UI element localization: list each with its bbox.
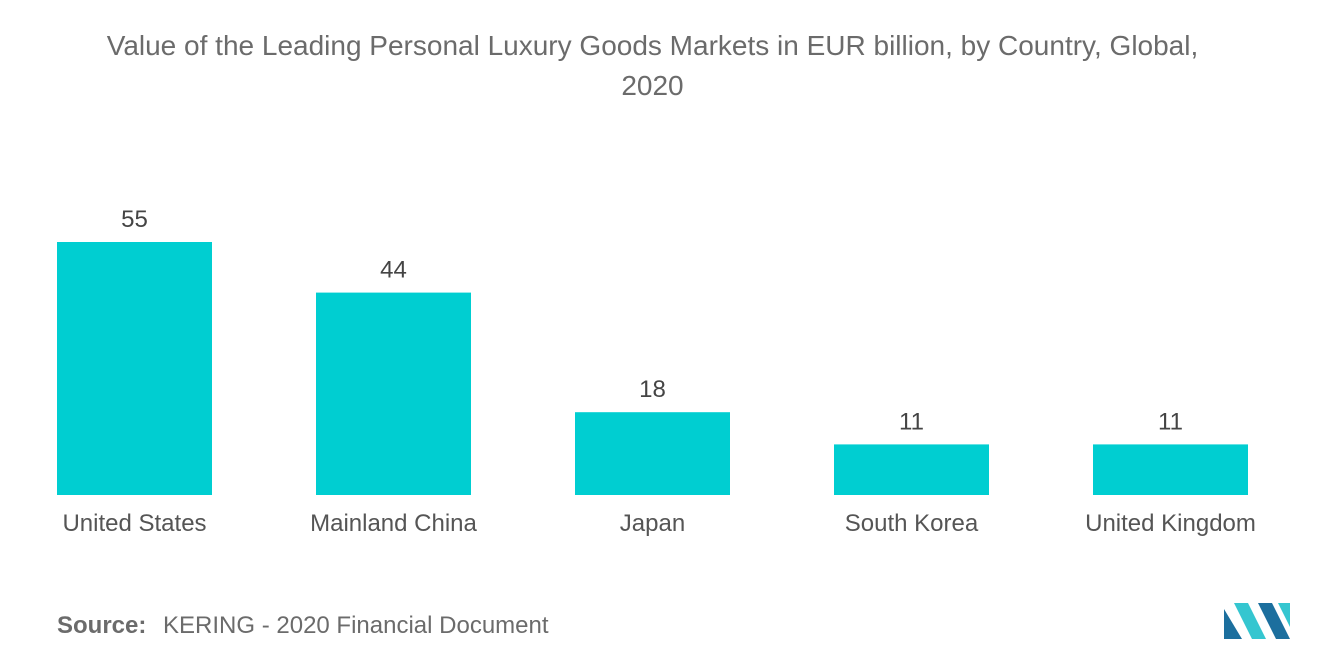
company-logo (1224, 603, 1290, 639)
data-label: 55 (121, 206, 148, 233)
source-label: Source: (57, 612, 147, 639)
bar-united-states (57, 242, 212, 495)
logo-shape-mid (1234, 603, 1266, 639)
category-label: United Kingdom (1085, 510, 1256, 537)
bar-mainland-china (316, 292, 471, 495)
data-label: 44 (380, 257, 407, 284)
logo-shape-left (1224, 609, 1242, 639)
category-label: Japan (620, 510, 685, 537)
bar-united-kingdom (1093, 444, 1248, 495)
data-label: 18 (639, 376, 666, 403)
category-label: United States (62, 510, 206, 537)
chart-title-line-2: 2020 (621, 70, 684, 101)
bar-japan (575, 412, 730, 495)
chart-title-line-1: Value of the Leading Personal Luxury Goo… (106, 30, 1199, 61)
logo-shape-right (1258, 603, 1290, 639)
data-label: 11 (899, 408, 924, 435)
bar-south-korea (834, 444, 989, 495)
source-text: KERING - 2020 Financial Document (163, 612, 549, 639)
chart-title: Value of the Leading Personal Luxury Goo… (20, 26, 1285, 106)
data-label: 11 (1158, 408, 1183, 435)
category-label: South Korea (845, 510, 979, 537)
category-label: Mainland China (310, 510, 477, 537)
logo-shape-end (1278, 603, 1290, 627)
source-note: Source: KERING - 2020 Financial Document (57, 612, 549, 640)
